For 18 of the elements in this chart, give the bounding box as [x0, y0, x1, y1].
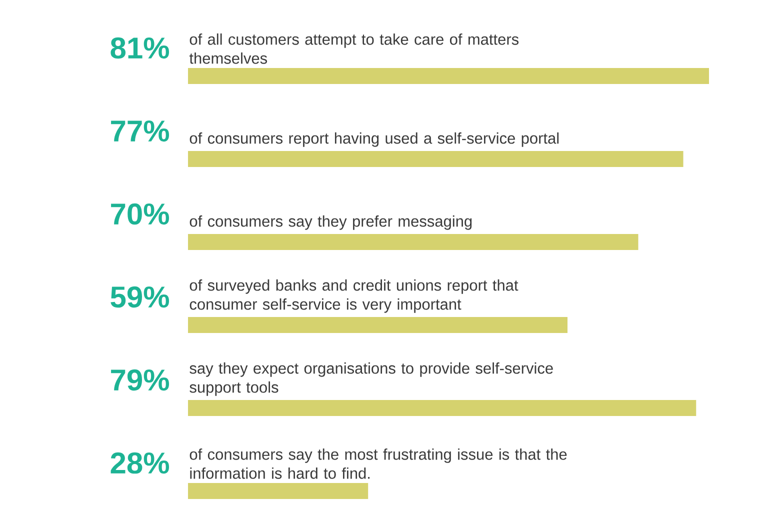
data-label: 79% — [111, 369, 170, 391]
y-tick-label: say they expect organisations to provide self-service support tools — [190, 362, 553, 396]
y-tick-label: of consumers say the most frustrating issue is that the information is hard to find. — [190, 448, 567, 479]
data-label: 81% — [110, 37, 170, 59]
data-label: 59% — [110, 286, 170, 308]
bar — [188, 234, 638, 250]
data-label: 70% — [111, 203, 170, 225]
y-tick-label: of surveyed banks and credit unions report that consumer self-service is very important — [190, 279, 518, 313]
bar — [188, 68, 710, 84]
y-tick-label: of consumers say they prefer messaging — [190, 215, 472, 230]
y-tick-label: of all customers attempt to take care of matters themselves — [189, 33, 519, 64]
data-label: 28% — [110, 452, 170, 474]
bar — [188, 483, 368, 500]
bar — [188, 151, 684, 168]
bar — [188, 317, 568, 334]
bar — [188, 400, 696, 416]
y-tick-label: of consumers report having used a self-service portal — [190, 132, 559, 147]
data-label: 77% — [111, 120, 170, 142]
